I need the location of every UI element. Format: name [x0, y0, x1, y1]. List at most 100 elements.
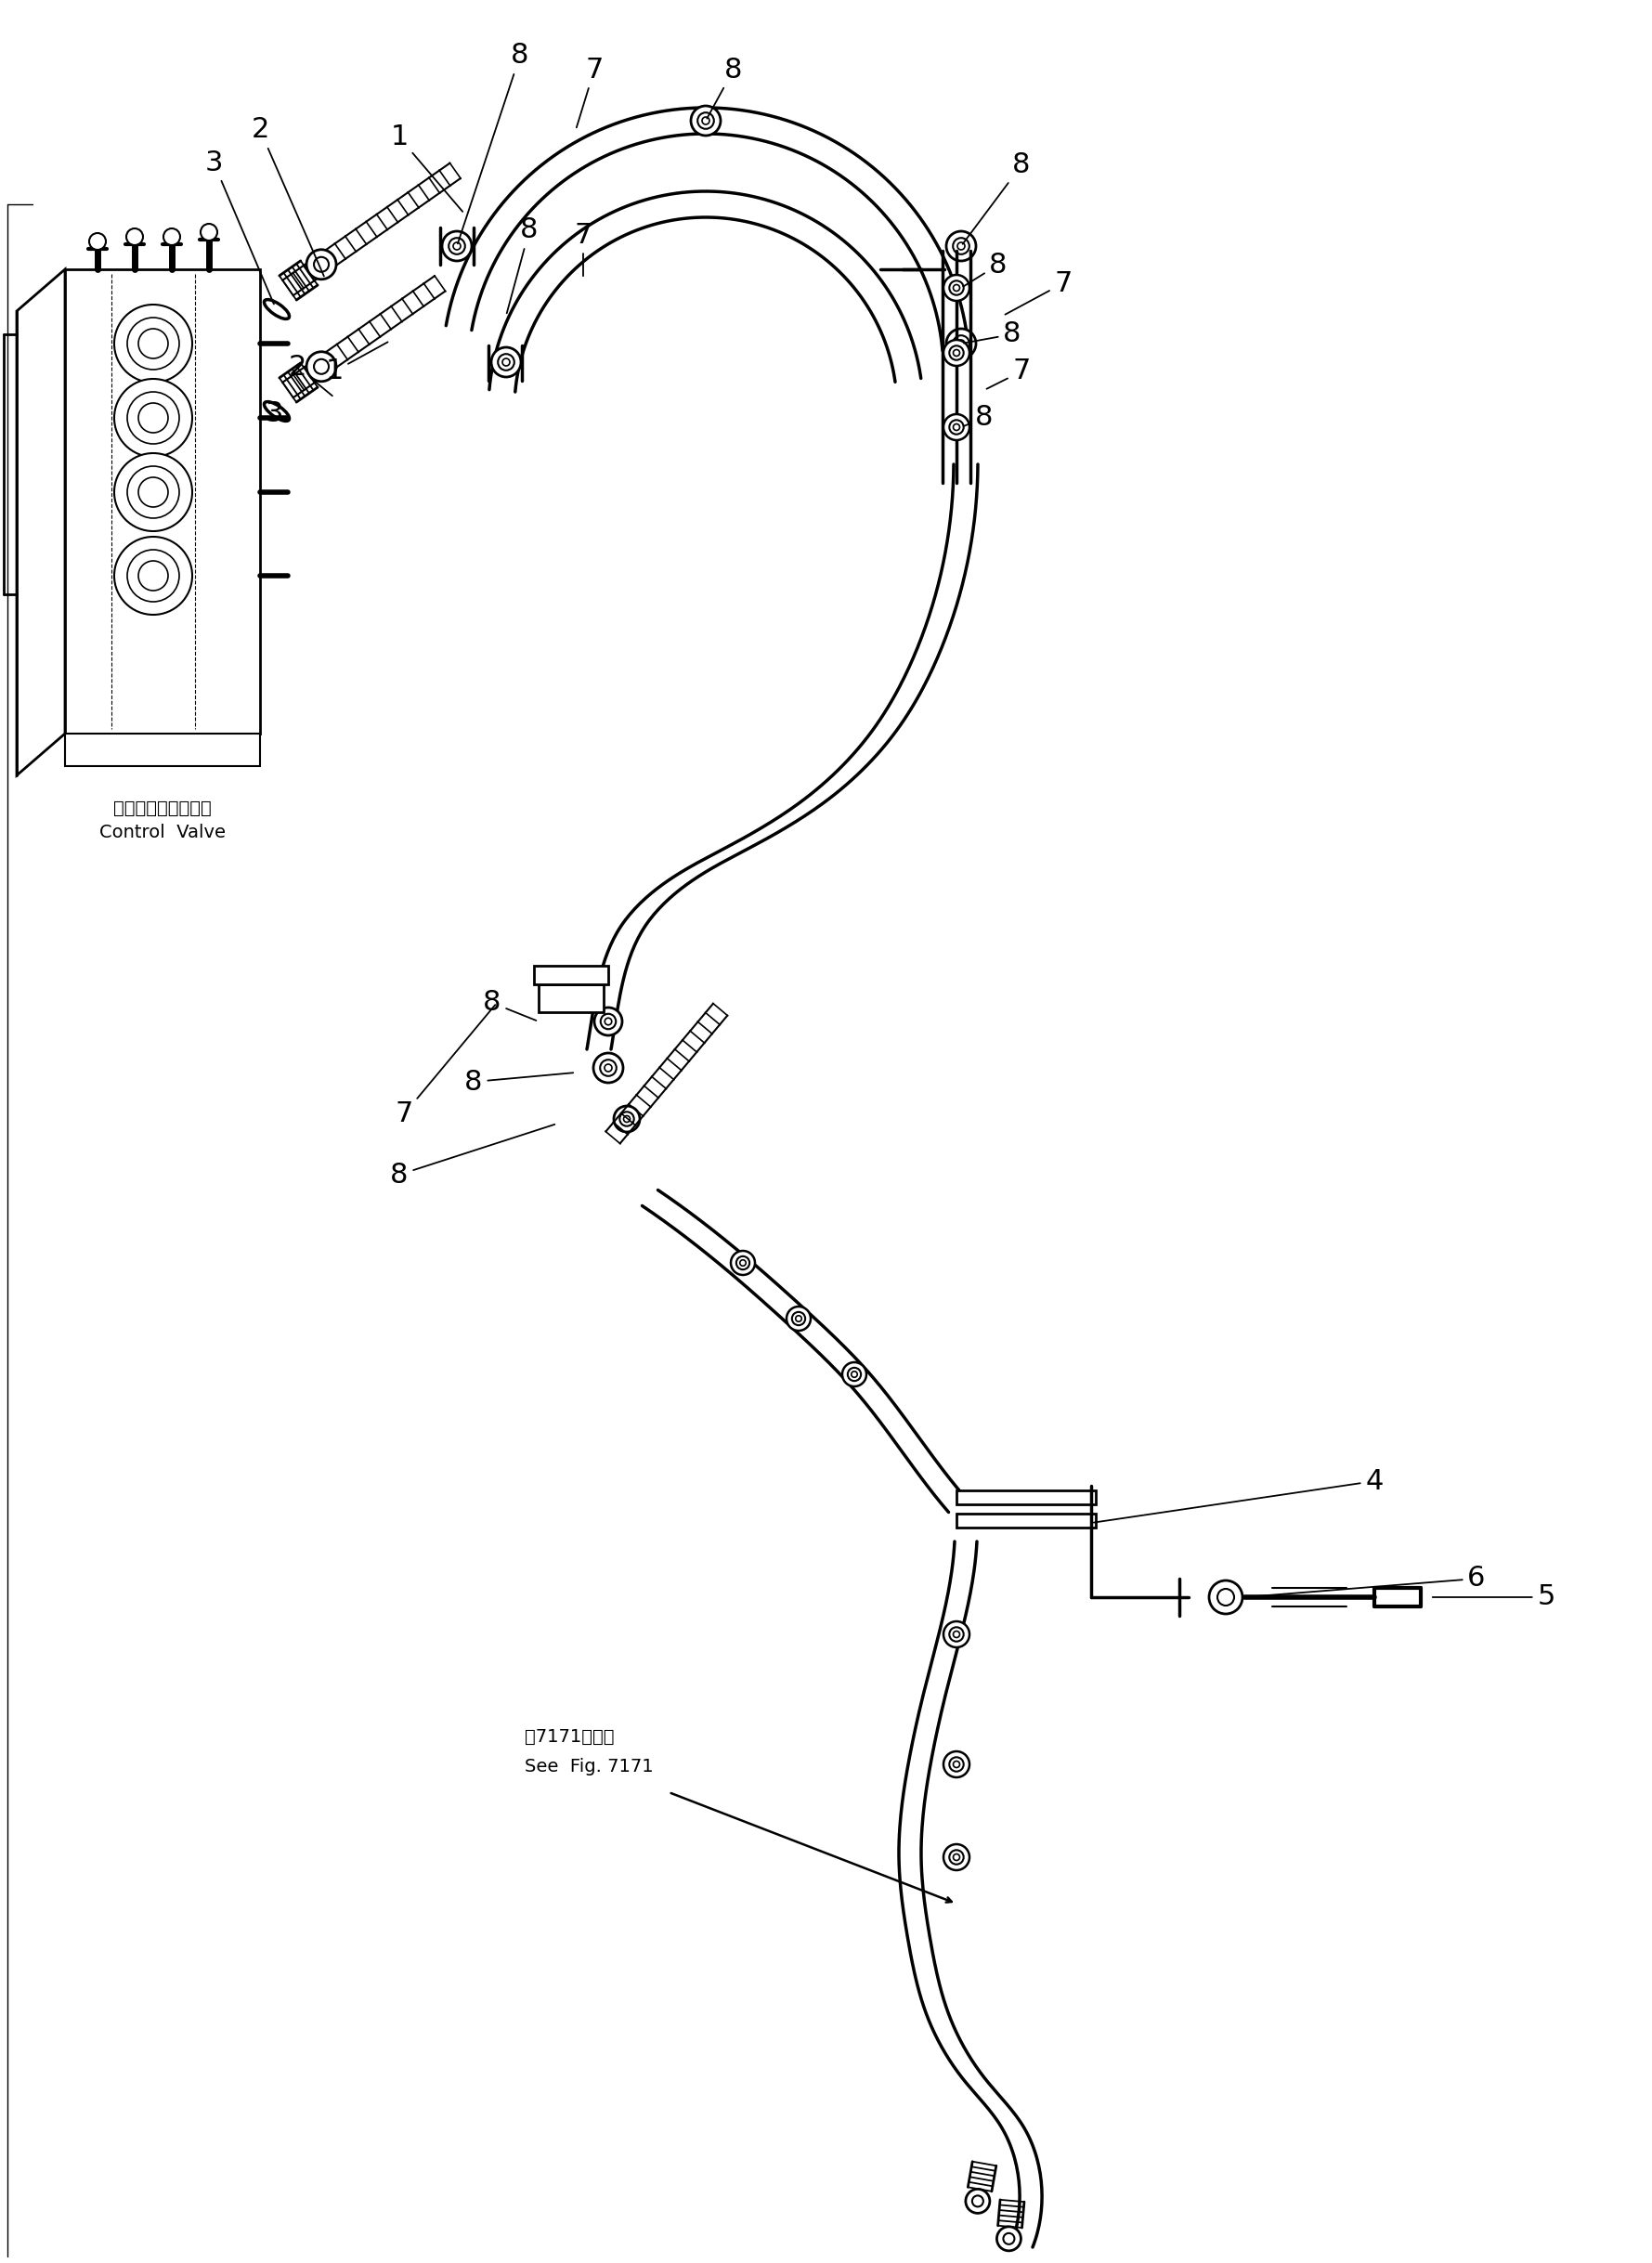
Circle shape: [691, 106, 720, 136]
Circle shape: [953, 285, 960, 292]
Circle shape: [947, 328, 976, 358]
Circle shape: [593, 1052, 623, 1082]
Circle shape: [950, 281, 963, 294]
Circle shape: [791, 1313, 805, 1326]
Circle shape: [126, 229, 144, 244]
Circle shape: [139, 477, 169, 507]
Text: 8: 8: [963, 405, 993, 432]
Circle shape: [950, 346, 963, 360]
Circle shape: [953, 423, 960, 430]
Text: 8: 8: [963, 321, 1021, 349]
Circle shape: [843, 1362, 866, 1387]
Circle shape: [164, 229, 180, 244]
Text: 7: 7: [395, 1005, 496, 1127]
Polygon shape: [534, 966, 608, 984]
Text: 5: 5: [1432, 1584, 1555, 1611]
Text: 8: 8: [390, 1125, 555, 1188]
Circle shape: [697, 113, 714, 129]
Circle shape: [502, 358, 510, 367]
Circle shape: [950, 421, 963, 434]
Circle shape: [314, 360, 329, 373]
Text: 8: 8: [963, 152, 1031, 244]
Circle shape: [740, 1260, 747, 1265]
Circle shape: [851, 1371, 857, 1378]
Circle shape: [1218, 1589, 1234, 1604]
Circle shape: [953, 1853, 960, 1860]
Text: 4: 4: [1094, 1469, 1383, 1523]
Circle shape: [605, 1018, 611, 1025]
Circle shape: [114, 378, 192, 457]
Circle shape: [943, 414, 970, 441]
Circle shape: [971, 2195, 983, 2206]
Circle shape: [943, 1752, 970, 1776]
Text: コントロールバルブ: コントロールバルブ: [114, 799, 211, 817]
Circle shape: [958, 242, 965, 249]
Circle shape: [127, 317, 178, 369]
Circle shape: [943, 1844, 970, 1869]
Circle shape: [947, 231, 976, 260]
Text: 3: 3: [264, 401, 282, 428]
Circle shape: [307, 249, 337, 278]
Circle shape: [943, 1620, 970, 1647]
Circle shape: [139, 561, 169, 591]
Circle shape: [127, 391, 178, 444]
Circle shape: [953, 335, 970, 351]
Text: 8: 8: [464, 1068, 573, 1095]
Circle shape: [114, 536, 192, 616]
Text: 第7171図参照: 第7171図参照: [525, 1727, 615, 1745]
Text: 8: 8: [507, 217, 539, 312]
Circle shape: [953, 1761, 960, 1767]
Circle shape: [702, 118, 709, 124]
Circle shape: [139, 403, 169, 432]
Polygon shape: [64, 733, 259, 767]
Circle shape: [958, 339, 965, 346]
Circle shape: [615, 1107, 639, 1132]
Circle shape: [139, 328, 169, 358]
Text: 2: 2: [287, 353, 332, 396]
Circle shape: [1209, 1580, 1242, 1614]
Text: 2: 2: [251, 115, 324, 276]
Circle shape: [114, 453, 192, 532]
Text: 8: 8: [963, 251, 1008, 287]
Text: 7: 7: [577, 57, 603, 127]
Polygon shape: [957, 1514, 1095, 1528]
Circle shape: [595, 1007, 623, 1036]
Text: 8: 8: [458, 43, 529, 244]
Circle shape: [307, 351, 337, 382]
Circle shape: [786, 1306, 811, 1331]
Circle shape: [127, 466, 178, 518]
Text: 1: 1: [325, 342, 388, 385]
Circle shape: [943, 339, 970, 367]
Polygon shape: [17, 269, 64, 776]
Circle shape: [449, 238, 466, 253]
Text: 7: 7: [575, 222, 591, 276]
Text: See  Fig. 7171: See Fig. 7171: [525, 1758, 654, 1774]
Text: 8: 8: [482, 989, 537, 1021]
Circle shape: [200, 224, 218, 240]
Circle shape: [730, 1251, 755, 1274]
Circle shape: [737, 1256, 750, 1270]
Polygon shape: [64, 269, 259, 733]
Circle shape: [114, 306, 192, 382]
Circle shape: [127, 550, 178, 602]
Circle shape: [953, 238, 970, 253]
Circle shape: [497, 353, 514, 371]
Circle shape: [966, 2188, 990, 2213]
Circle shape: [950, 1851, 963, 1865]
Text: 8: 8: [707, 57, 743, 118]
Circle shape: [623, 1116, 629, 1122]
Circle shape: [796, 1315, 801, 1322]
Circle shape: [601, 1014, 616, 1030]
Circle shape: [89, 233, 106, 249]
Text: 7: 7: [1004, 269, 1072, 315]
Circle shape: [950, 1756, 963, 1772]
Circle shape: [950, 1627, 963, 1641]
Circle shape: [953, 349, 960, 355]
Text: 3: 3: [205, 149, 274, 303]
Circle shape: [620, 1111, 634, 1127]
Circle shape: [996, 2227, 1021, 2252]
Circle shape: [443, 231, 472, 260]
Polygon shape: [539, 984, 603, 1012]
Text: 6: 6: [1247, 1566, 1485, 1598]
Circle shape: [491, 346, 520, 378]
